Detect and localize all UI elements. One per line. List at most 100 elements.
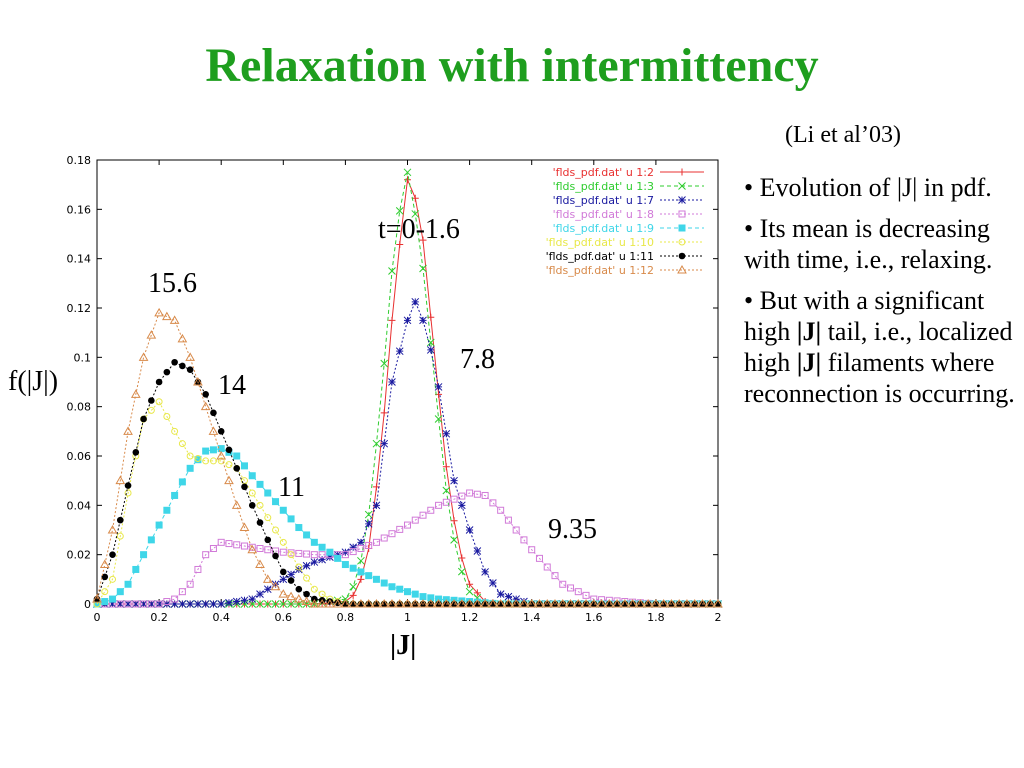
data-point (334, 554, 342, 562)
data-point (349, 548, 357, 556)
data-point (678, 224, 686, 232)
data-point (231, 500, 242, 509)
data-point (295, 524, 303, 532)
data-point (178, 600, 187, 608)
x-tick-label: 0.2 (150, 611, 168, 624)
data-point (209, 600, 218, 608)
annotation-14: 14 (218, 370, 246, 401)
x-tick-label: 1.8 (647, 611, 665, 624)
data-point (209, 446, 217, 454)
bullet-text: • Its mean is decreasing with time, i.e.… (744, 214, 993, 274)
data-point (233, 452, 241, 460)
data-point (450, 476, 458, 485)
data-point (380, 409, 388, 417)
series-line (96, 400, 718, 605)
data-point (239, 522, 250, 532)
data-point (380, 534, 388, 542)
data-point (434, 415, 443, 423)
data-point (295, 563, 303, 571)
data-point (402, 598, 413, 608)
series-line (96, 312, 718, 605)
data-point (171, 427, 179, 435)
data-point (271, 600, 280, 608)
series-line (96, 448, 718, 605)
citation: (Li et al’03) (785, 122, 901, 148)
data-point (256, 545, 264, 552)
data-point (496, 590, 505, 598)
data-point (294, 565, 303, 574)
data-point (155, 398, 163, 406)
data-point (705, 598, 716, 608)
data-point (225, 540, 233, 548)
annotation-time-range: t=0-1.6 (378, 214, 460, 245)
data-point (109, 551, 116, 558)
data-point (162, 311, 172, 321)
data-point (155, 600, 163, 608)
data-point (604, 598, 615, 608)
data-point (442, 498, 450, 506)
data-point (248, 595, 257, 603)
data-point (169, 315, 180, 324)
data-point (356, 598, 366, 608)
data-point (147, 406, 155, 414)
data-point (666, 598, 677, 608)
annotation-7-8: 7.8 (460, 344, 495, 375)
data-point (303, 531, 311, 539)
data-point (264, 514, 272, 522)
data-point (364, 510, 373, 519)
data-point (372, 538, 380, 546)
data-point (340, 598, 351, 608)
data-point (92, 594, 102, 603)
data-point (363, 598, 374, 608)
data-point (364, 519, 373, 528)
data-point (678, 196, 686, 204)
data-point (678, 210, 686, 218)
bullet-text: • But with a significant high (744, 286, 985, 346)
data-point (264, 546, 272, 554)
data-point (357, 538, 365, 547)
data-point (132, 600, 140, 608)
data-point (256, 600, 264, 608)
data-point (488, 598, 498, 608)
data-point (550, 598, 560, 608)
data-point (349, 564, 357, 572)
data-point (394, 598, 405, 608)
data-point (202, 391, 209, 398)
data-point (225, 446, 233, 454)
data-point (588, 598, 599, 608)
x-tick-label: 1.6 (585, 611, 603, 624)
data-point (473, 490, 481, 498)
data-point (301, 596, 312, 606)
data-point (458, 492, 466, 500)
data-point (458, 554, 466, 562)
x-axis-label: |J| (390, 630, 417, 661)
bullet-text: tail, i.e., localized high (744, 317, 1013, 377)
data-point (677, 264, 687, 274)
x-tick-label: 0.8 (337, 611, 355, 624)
data-point (465, 587, 474, 596)
data-point (480, 598, 490, 608)
data-point (426, 338, 435, 347)
data-point (116, 600, 125, 608)
data-point (201, 600, 210, 608)
data-point (365, 541, 373, 549)
data-point (170, 600, 179, 608)
y-axis-label: f(|J|) (8, 366, 59, 397)
data-point (489, 499, 497, 507)
data-point (270, 581, 281, 591)
data-point (410, 598, 421, 608)
data-point (280, 568, 287, 576)
data-point (240, 596, 249, 605)
data-point (279, 575, 288, 584)
data-point (140, 600, 148, 608)
data-point (504, 592, 513, 601)
data-point (551, 572, 559, 580)
data-point (326, 548, 334, 556)
data-point (419, 593, 427, 601)
data-point (163, 368, 171, 376)
data-point (450, 517, 458, 525)
data-point (520, 536, 528, 544)
data-point (403, 168, 412, 177)
data-point (441, 598, 452, 608)
